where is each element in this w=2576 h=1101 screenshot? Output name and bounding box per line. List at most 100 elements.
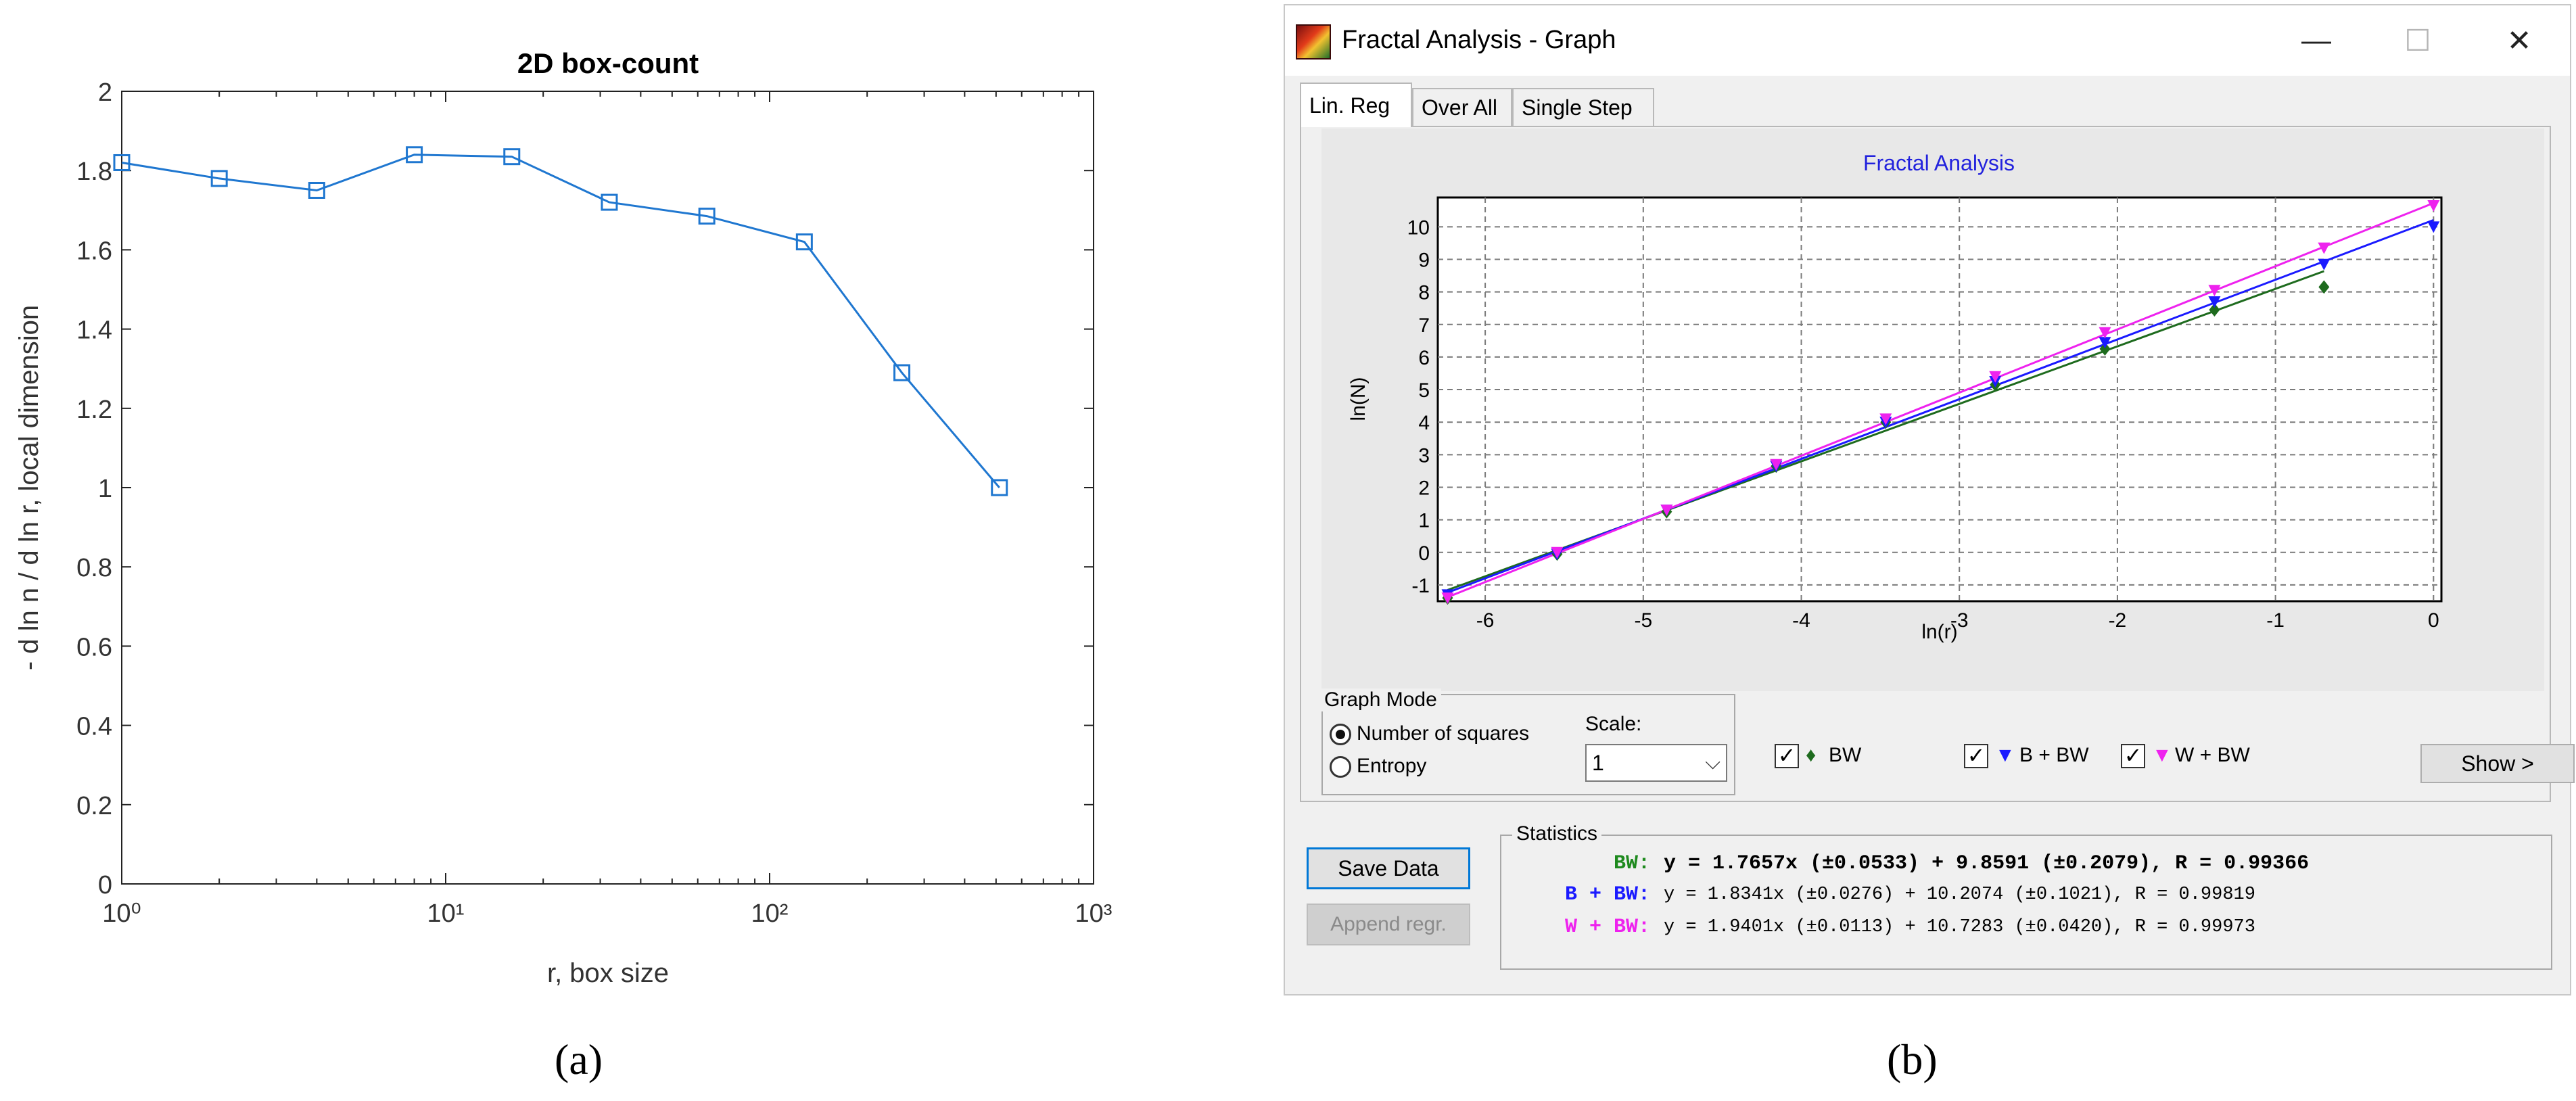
window-title: Fractal Analysis - Graph — [1342, 26, 1616, 54]
y-tick-label: 6 — [1418, 347, 1430, 369]
y-tick-label: -1 — [1411, 575, 1430, 597]
data-point — [1879, 413, 1892, 425]
checkbox-bw[interactable]: ✓ — [1775, 744, 1799, 768]
y-tick-label: 1.2 — [76, 396, 112, 424]
y-tick-label: 1.6 — [76, 237, 112, 265]
y-tick-label: 8 — [1418, 282, 1430, 304]
stat-name-b-bw: B + BW: — [1564, 883, 1650, 906]
save-data-button[interactable]: Save Data — [1307, 847, 1470, 889]
y-tick-label: 3 — [1418, 444, 1430, 467]
legend-marker-bw: ♦ — [1806, 744, 1817, 766]
checkbox-b-bw[interactable]: ✓ — [1964, 744, 1988, 768]
data-point — [2318, 280, 2330, 294]
entropy-label: Entropy — [1357, 755, 1427, 777]
scale-select[interactable]: 1 ⌵ — [1585, 744, 1727, 782]
chart-b-xlabel: ln(r) — [1921, 621, 1957, 643]
show-button[interactable]: Show > — [2420, 744, 2575, 783]
data-point — [2208, 296, 2221, 308]
data-point — [2427, 221, 2440, 233]
data-point — [308, 182, 325, 199]
data-point — [210, 170, 228, 187]
minimize-button[interactable]: — — [2301, 24, 2331, 57]
data-point — [2427, 200, 2440, 212]
y-tick-label: 0 — [1418, 542, 1430, 565]
stat-equation-b-bw: y = 1.8341x (±0.0276) + 10.2074 (±0.1021… — [1664, 885, 2255, 905]
chart-a: 2D box-count 0 0.2 0.4 0.6 0.8 1 1.2 1.4 1.6 1.8 2… — [14, 47, 1113, 988]
y-tick-label: 0 — [98, 871, 112, 899]
data-point — [1551, 546, 1564, 559]
x-tick-label: -4 — [1792, 609, 1810, 632]
statistics-group — [1500, 835, 2552, 970]
legend-label-bw: BW — [1829, 744, 1862, 766]
y-tick-label: 0.8 — [76, 554, 112, 582]
radio-number-of-squares[interactable] — [1330, 724, 1351, 745]
number-of-squares-label: Number of squares — [1357, 722, 1530, 745]
data-point — [1770, 459, 1783, 471]
data-point — [1660, 505, 1673, 517]
data-point — [2318, 258, 2331, 271]
x-tick-label: 10¹ — [427, 899, 465, 928]
y-tick-label: 2 — [98, 78, 112, 107]
caption-a: (a) — [555, 1035, 603, 1083]
tab-over-all[interactable]: Over All — [1412, 88, 1512, 126]
regression-line — [1447, 202, 2434, 599]
x-tick-label: 0 — [2428, 609, 2439, 632]
stat-name-w-bw: W + BW: — [1564, 916, 1650, 939]
graph-mode-label: Graph Mode — [1320, 688, 1441, 711]
close-button[interactable]: ✕ — [2506, 24, 2532, 57]
data-point — [991, 479, 1008, 496]
scale-value: 1 — [1592, 751, 1604, 775]
x-tick-label: 10³ — [1075, 899, 1113, 928]
data-point — [2099, 337, 2111, 349]
append-regression-button[interactable]: Append regr. — [1307, 904, 1470, 945]
series-line — [121, 154, 1000, 488]
y-tick-label: 2 — [1418, 477, 1430, 499]
y-tick-label: 10 — [1407, 216, 1430, 239]
data-point — [1441, 592, 1454, 605]
x-tick-label: -2 — [2109, 609, 2127, 632]
chart-a-xlabel: r, box size — [547, 958, 669, 988]
chart-b-plot-area: Fractal Analysis -1 0 1 2 3 4 5 6 7 8 9 10 -6 -5 -4 -3… — [1321, 128, 2544, 691]
y-tick-label: 4 — [1418, 412, 1430, 434]
x-tick-label: -3 — [1950, 609, 1969, 632]
data-point — [503, 148, 521, 166]
chart-a-plot-frame — [121, 91, 1094, 885]
chart-a-title: 2D box-count — [517, 47, 699, 79]
data-point — [113, 154, 131, 171]
chart-a-ylabel: - d ln n / d ln r, local dimension — [14, 305, 44, 670]
chart-b-title: Fractal Analysis — [1863, 151, 2015, 175]
stat-equation-bw: y = 1.7657x (±0.0533) + 9.8591 (±0.2079)… — [1664, 852, 2310, 875]
stat-equation-w-bw: y = 1.9401x (±0.0113) + 10.7283 (±0.0420… — [1664, 917, 2255, 937]
fractal-analysis-window: Fractal Analysis - Graph — ☐ ✕ Lin. Reg … — [1285, 5, 2575, 994]
chevron-down-icon: ⌵ — [1705, 751, 1720, 774]
data-point — [2208, 285, 2221, 297]
y-tick-label: 0.2 — [76, 792, 112, 820]
y-tick-label: 1.4 — [76, 317, 112, 345]
lin-reg-panel: Fractal Analysis -1 0 1 2 3 4 5 6 7 8 9 10 -6 -5 -4 -3… — [1300, 126, 2575, 802]
graph-mode-group — [1321, 694, 1735, 795]
caption-b: (b) — [1887, 1035, 1938, 1083]
data-point — [795, 233, 813, 251]
radio-entropy[interactable] — [1330, 756, 1351, 778]
y-tick-label: 0.6 — [76, 633, 112, 661]
legend-marker-w-bw: ▼ — [2152, 744, 2172, 766]
y-tick-label: 1.8 — [76, 158, 112, 186]
x-tick-label: 10² — [751, 899, 789, 928]
app-icon — [1296, 24, 1331, 60]
data-point — [601, 193, 618, 211]
chart-b-ylabel: ln(N) — [1347, 377, 1369, 421]
legend-marker-b-bw: ▼ — [1995, 744, 2015, 766]
data-point — [2318, 242, 2331, 254]
y-tick-label: 9 — [1418, 249, 1430, 271]
checkbox-w-bw[interactable]: ✓ — [2121, 744, 2145, 768]
data-point — [2099, 327, 2111, 339]
legend-label-b-bw: B + BW — [2019, 744, 2089, 766]
y-tick-label: 5 — [1418, 379, 1430, 402]
data-point — [406, 146, 423, 164]
statistics-label: Statistics — [1512, 822, 1602, 845]
maximize-button[interactable]: ☐ — [2404, 24, 2431, 57]
tab-lin-reg[interactable]: Lin. Reg — [1300, 83, 1412, 127]
y-tick-label: 1 — [98, 475, 112, 503]
tab-single-step[interactable]: Single Step — [1512, 88, 1654, 126]
scale-label: Scale: — [1585, 713, 1642, 735]
